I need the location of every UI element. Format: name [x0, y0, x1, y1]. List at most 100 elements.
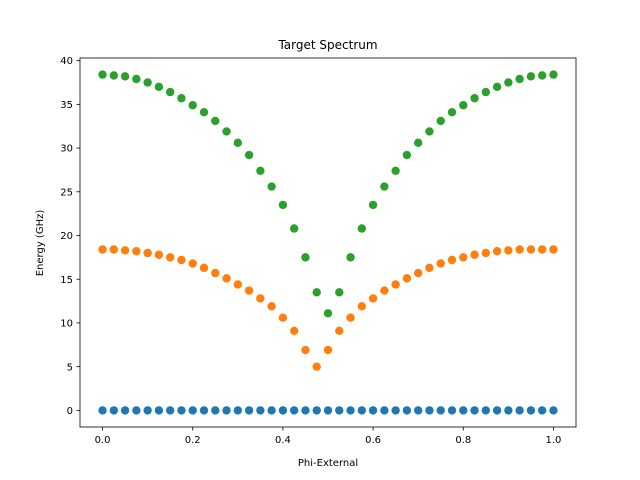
series-1-point — [492, 406, 502, 415]
series-2-point — [132, 247, 141, 256]
series-1-point — [515, 406, 524, 415]
series-3-point — [267, 182, 276, 191]
series-3-point — [537, 71, 547, 80]
series-2-point — [537, 245, 547, 254]
series-1-point — [244, 406, 254, 415]
series-1-point — [537, 406, 547, 415]
series-2-point — [380, 286, 389, 295]
x-tick-label: 0.6 — [365, 435, 381, 446]
x-tick-label: 1.0 — [546, 435, 562, 446]
series-1-point — [312, 406, 321, 415]
series-3-point — [526, 72, 536, 81]
series-2-point — [425, 263, 434, 273]
series-1-point — [391, 406, 400, 415]
series-1-point — [447, 406, 457, 415]
series-1-point — [278, 406, 288, 415]
series-3-point — [98, 70, 107, 79]
series-1-point — [188, 406, 197, 415]
series-2-point — [470, 250, 479, 259]
series-3-point — [323, 309, 333, 318]
series-2-point — [526, 245, 536, 254]
series-2-point — [222, 274, 231, 283]
series-3-point — [515, 74, 524, 84]
series-1-point — [459, 406, 468, 415]
series-3-point — [413, 138, 423, 148]
series-1-point — [323, 406, 333, 415]
series-2-point — [312, 362, 321, 371]
series-3-point — [165, 87, 175, 97]
series-2-point — [447, 255, 457, 265]
series-1-point — [289, 406, 299, 415]
series-2-point — [391, 280, 400, 289]
series-3-point — [143, 78, 152, 87]
series-3-point — [335, 288, 344, 297]
y-tick-label: 15 — [60, 275, 73, 286]
series-3-point — [549, 70, 558, 79]
series-2-point — [335, 326, 344, 336]
series-1-point — [436, 406, 445, 415]
series-2-point — [504, 246, 513, 255]
series-3-point — [188, 101, 197, 110]
series-3-point — [132, 74, 141, 84]
x-axis-label: Phi-External — [298, 458, 358, 469]
series-3-point — [154, 82, 164, 92]
series-3-point — [470, 94, 479, 103]
y-tick-label: 5 — [67, 362, 73, 373]
series-1-point — [199, 406, 209, 415]
series-3-point — [380, 182, 389, 191]
series-2-point — [492, 247, 502, 256]
series-3-point — [312, 288, 321, 297]
series-2-point — [154, 250, 164, 259]
series-1-point — [335, 406, 344, 415]
series-2-point — [436, 259, 445, 268]
series-2-point — [120, 246, 130, 255]
series-1-point — [222, 406, 231, 415]
series-3-point — [278, 200, 288, 210]
axes: 0.0 0.2 0.4 0.6 0.8 1.0 0 5 10 15 20 25 30 35 40 — [60, 56, 577, 446]
series-2-point — [143, 248, 152, 258]
series-2-point — [515, 245, 524, 254]
series-1-point — [154, 406, 164, 415]
y-tick-label: 40 — [60, 56, 73, 67]
series-1-point — [120, 406, 130, 415]
series-1-point — [346, 406, 355, 415]
series-3-point — [402, 150, 412, 160]
y-tick-label: 30 — [60, 144, 73, 155]
y-tick-label: 20 — [60, 231, 73, 242]
y-tick-label: 25 — [60, 187, 73, 198]
series-3-point — [301, 253, 310, 262]
series-2-point — [188, 259, 197, 268]
series-2-point — [98, 245, 107, 254]
series-3-point — [436, 116, 445, 126]
series-2-point — [278, 313, 288, 322]
chart-title: Target Spectrum — [277, 38, 377, 52]
series-3-point — [368, 200, 378, 210]
series-1-point — [256, 406, 265, 415]
series-3-point — [492, 82, 502, 92]
y-tick-label: 0 — [67, 406, 73, 417]
series-1-point — [425, 406, 434, 415]
series-2-point — [244, 286, 254, 295]
series-1-point — [470, 406, 479, 415]
plot-frame — [79, 57, 577, 428]
series-2-point — [267, 302, 276, 311]
y-axis-label: Energy (GHz) — [35, 210, 46, 277]
series-3-point — [244, 150, 254, 160]
series-1-point — [165, 406, 175, 415]
series-1-point — [549, 406, 558, 415]
series-2-point — [549, 245, 558, 254]
series-1-point — [233, 406, 243, 415]
series-3-point — [346, 253, 355, 262]
series-1-point — [357, 406, 367, 415]
series-1-point — [526, 406, 536, 415]
series-1-point — [177, 406, 186, 415]
series-3-point — [233, 138, 243, 148]
series-1-point — [368, 406, 378, 415]
y-tick-label: 10 — [60, 319, 73, 330]
series-3-point — [459, 101, 468, 110]
series-3-point — [177, 94, 186, 103]
series-3-point — [222, 127, 231, 136]
series-2-point — [199, 263, 209, 273]
series-3-point — [211, 116, 220, 126]
